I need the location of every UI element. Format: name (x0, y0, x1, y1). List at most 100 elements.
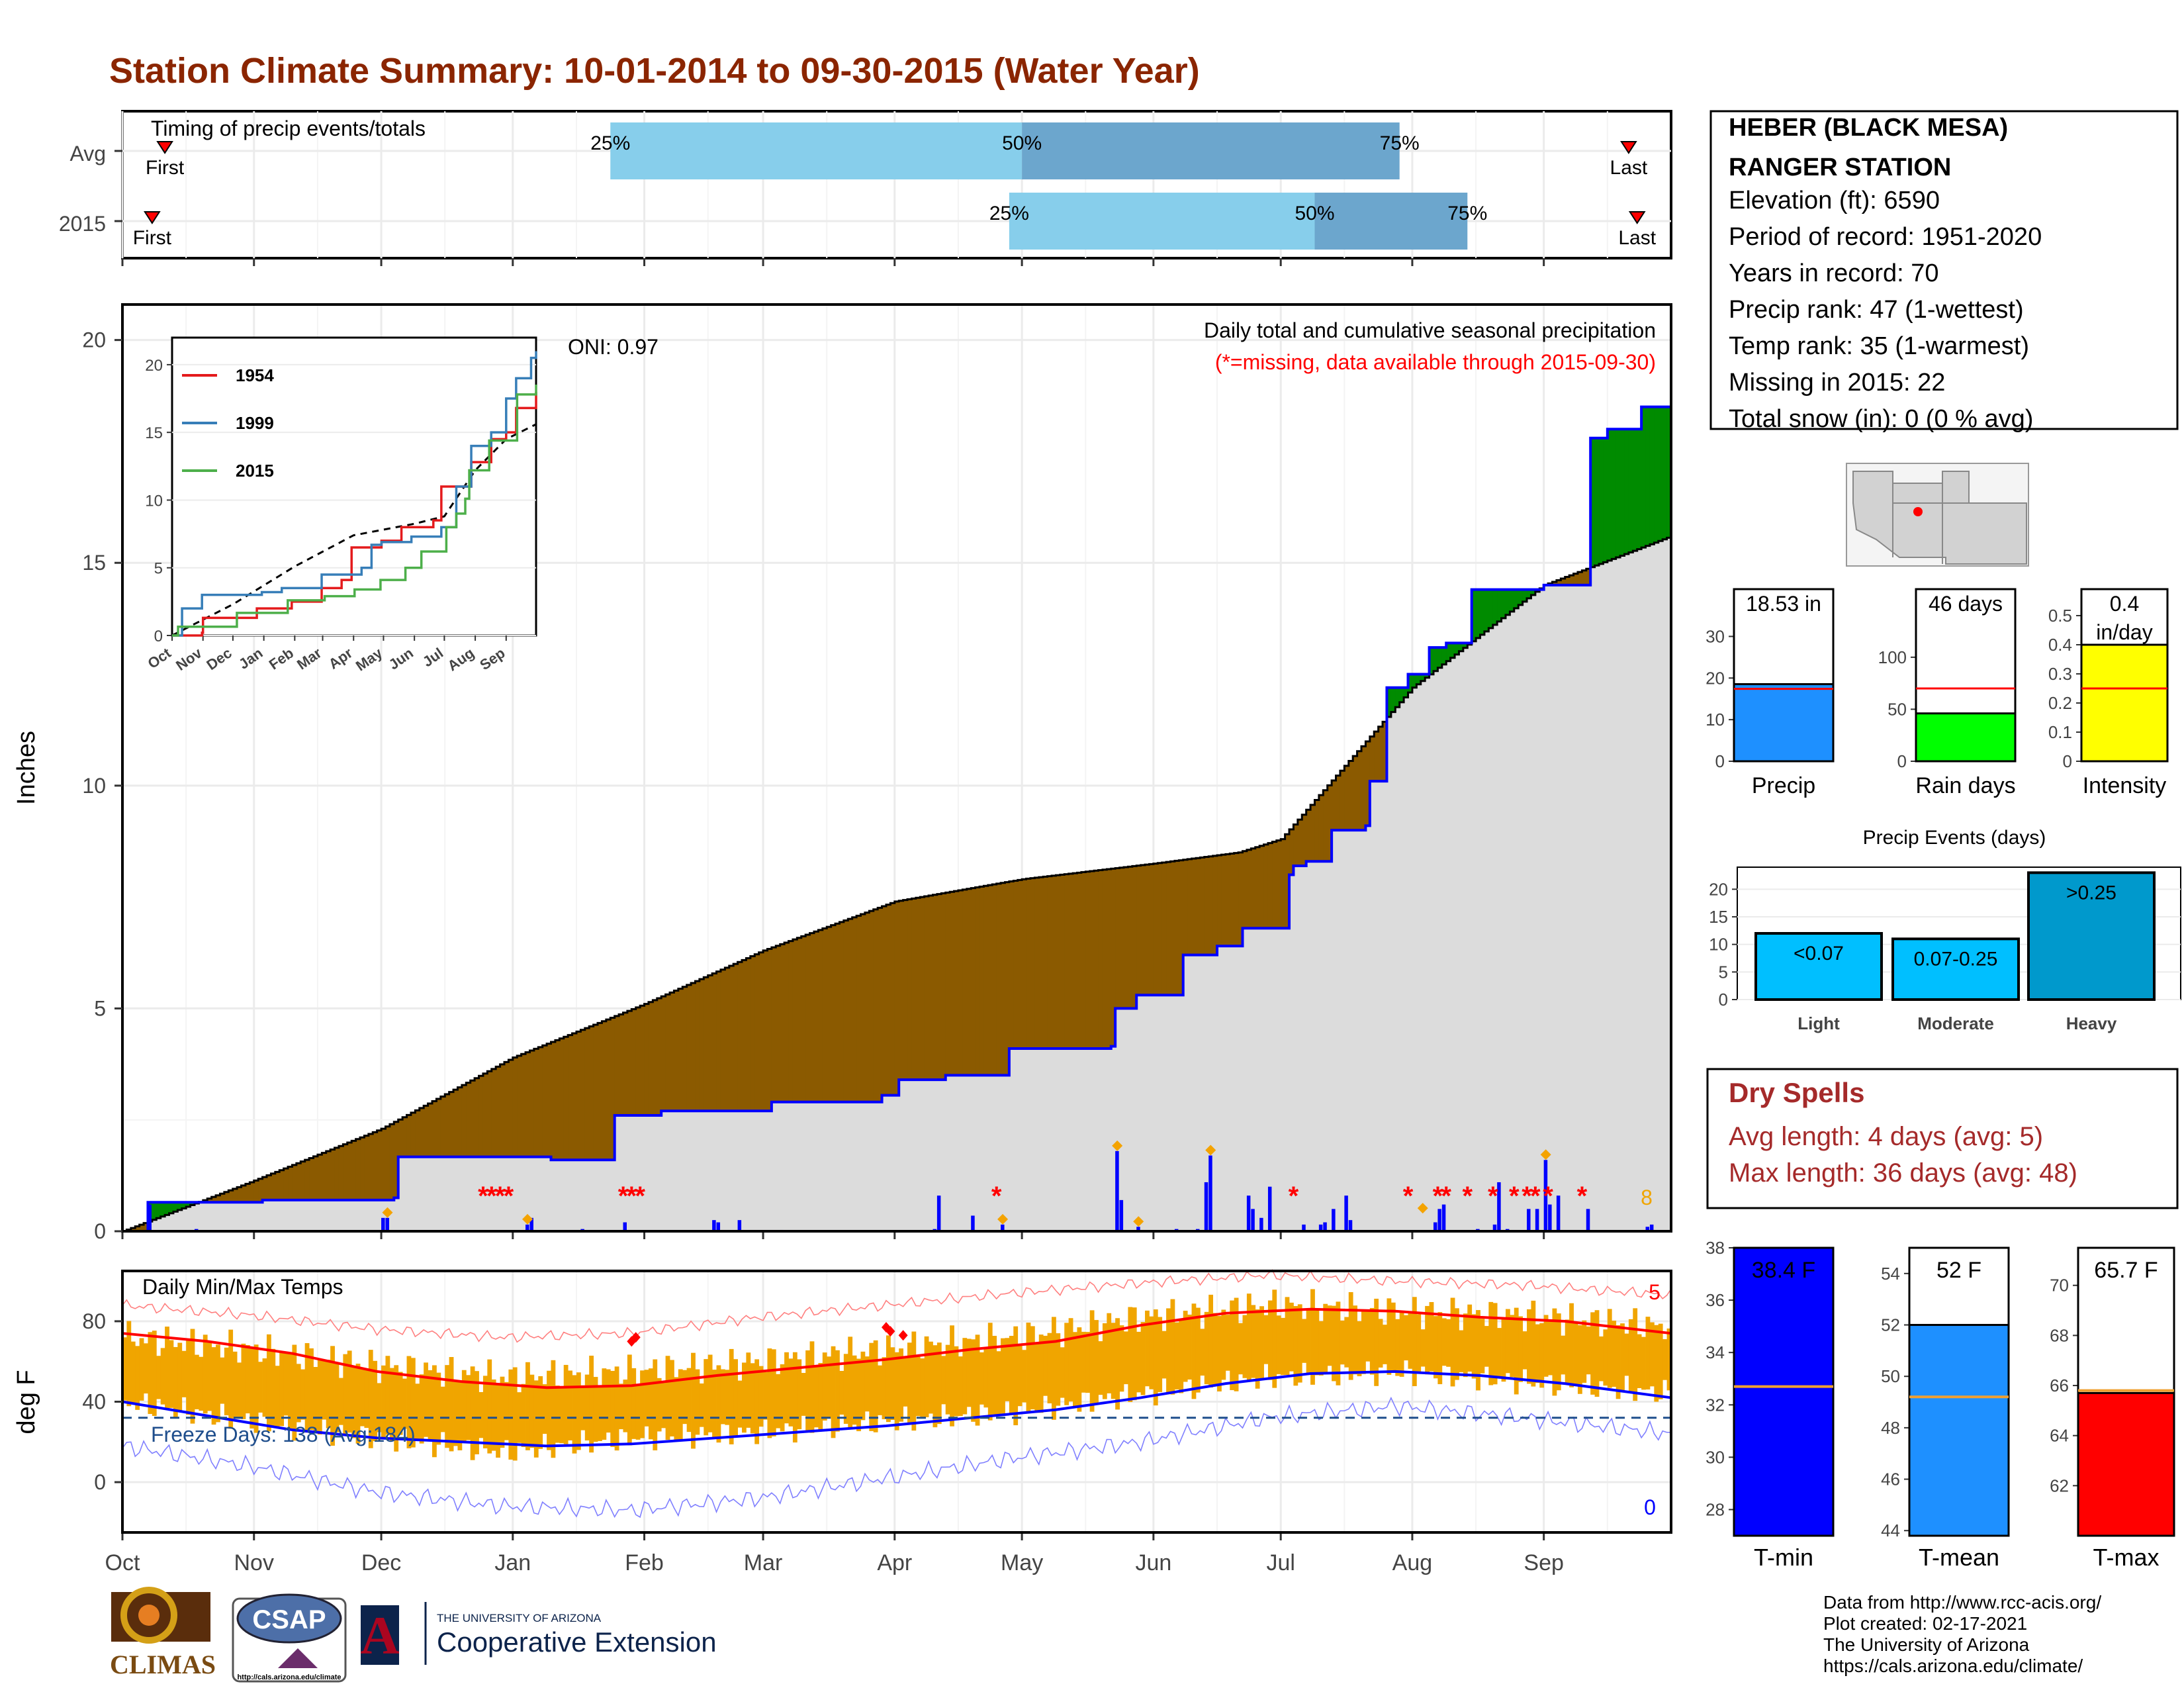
daily-temp-bar (466, 1375, 471, 1440)
missing-data-marker: * (1462, 1182, 1473, 1211)
daily-temp-bar (827, 1356, 832, 1419)
surplus-area (1527, 589, 1532, 598)
deficit-area (852, 917, 857, 1102)
daily-temp-bar (809, 1341, 815, 1433)
events-y-tick-label: 10 (1709, 935, 1728, 955)
daily-temp-bar (742, 1362, 747, 1433)
daily-temp-bar (1272, 1289, 1277, 1388)
deficit-area (962, 889, 968, 1076)
daily-temp-bar (1446, 1319, 1451, 1367)
summary-bar-value-label: 0.4 (2110, 592, 2139, 616)
surplus-area (1387, 687, 1392, 718)
deficit-area (500, 1064, 505, 1157)
station-info-frame (1709, 110, 2179, 430)
daily-temp-bar (1212, 1313, 1218, 1385)
temp-bar-value-label: 38.4 F (1752, 1258, 1815, 1283)
daily-temp-bar (725, 1370, 730, 1425)
daily-temp-bar (758, 1366, 764, 1427)
daily-temp-bar (1306, 1308, 1311, 1374)
timing-bar-second-half (1314, 193, 1468, 250)
deficit-area (1038, 877, 1044, 1049)
ua-block-a-icon (361, 1605, 399, 1665)
record-max-line (122, 1269, 1672, 1343)
deficit-area (1115, 868, 1120, 1009)
surplus-area (1463, 643, 1468, 648)
daily-temp-bar (478, 1391, 484, 1438)
surplus-area (1518, 589, 1524, 605)
deficit-area (220, 1194, 225, 1203)
daily-temp-bar (1433, 1316, 1438, 1379)
daily-precip-bar (1441, 1204, 1446, 1231)
daily-temp-bar (1017, 1345, 1023, 1407)
daily-temp-bar (1620, 1323, 1625, 1391)
daily-temp-bar (130, 1341, 136, 1403)
deficit-area (491, 1068, 496, 1157)
surplus-area (160, 1202, 165, 1217)
surplus-area (1420, 674, 1426, 681)
missing-data-marker: * (1403, 1182, 1414, 1211)
daily-temp-bar (979, 1352, 984, 1405)
average-cumulative-line (122, 536, 1672, 1233)
daily-temp-bar (1098, 1341, 1103, 1395)
y-tick-label: 0 (94, 1219, 106, 1243)
location-map (1846, 463, 2029, 567)
daily-precip-bar (1437, 1209, 1441, 1231)
daily-temp-bar (547, 1370, 551, 1450)
surplus-area (1633, 429, 1638, 551)
deficit-area (1208, 856, 1214, 955)
deficit-area (529, 1051, 535, 1157)
daily-temp-bar (631, 1368, 637, 1439)
inset-legend-label: 1999 (236, 413, 274, 433)
deficit-area (330, 1149, 336, 1200)
daily-temp-bar (1174, 1322, 1179, 1389)
deficit-area (347, 1143, 352, 1200)
daily-precip-bar (712, 1220, 716, 1231)
daily-temp-bar (1467, 1304, 1473, 1372)
missing-data-marker: * (1522, 1182, 1532, 1211)
daily-temp-bar (1001, 1338, 1005, 1414)
daily-temp-bar (322, 1360, 327, 1420)
deficit-area (326, 1151, 331, 1200)
station-snow: Total snow (in): 0 (0 % avg) (1729, 405, 2033, 433)
daily-temp-bar (1052, 1317, 1056, 1420)
daily-temp-bar (729, 1348, 734, 1444)
deficit-area (1238, 852, 1244, 947)
daily-precip-bar (1001, 1224, 1005, 1231)
deficit-area (410, 1112, 416, 1157)
deficit-area (317, 1154, 322, 1200)
csap-logo: CSAP http://cals.arizona.edu/climate (232, 1593, 347, 1683)
daily-temp-bar (1497, 1328, 1502, 1378)
daily-temp-bar (148, 1332, 153, 1415)
daily-temp-bar (598, 1387, 602, 1441)
deficit-area (742, 960, 747, 1111)
deficit-area (584, 1028, 590, 1160)
daily-temp-bar (882, 1357, 887, 1419)
surplus-area (1450, 643, 1455, 658)
daily-temp-bar (627, 1354, 632, 1446)
daily-temp-bar (818, 1363, 823, 1431)
deficit-area (869, 911, 874, 1102)
missing-data-marker: * (991, 1182, 1002, 1211)
x-tick-label: Jul (1266, 1550, 1295, 1575)
deficit-area (614, 1015, 619, 1115)
inset-y-tick-label: 5 (154, 560, 163, 578)
daily-temp-bar (1463, 1313, 1468, 1378)
surplus-area (1662, 406, 1668, 539)
daily-temp-bar (1153, 1309, 1158, 1406)
deficit-area (894, 901, 899, 1096)
temp-bar-y-tick-label: 52 (1881, 1315, 1900, 1335)
deficit-area (572, 1033, 577, 1160)
last-event-marker (1628, 211, 1646, 224)
deficit-area (1005, 882, 1010, 1076)
daily-temp-bar (1607, 1309, 1612, 1388)
surplus-area (1441, 647, 1447, 665)
deficit-area (996, 883, 1001, 1076)
daily-temp-bar (805, 1350, 810, 1430)
daily-precip-bar (1344, 1196, 1348, 1231)
temp-bar-y-tick-label: 62 (2050, 1476, 2069, 1495)
timing-bar-first-half (610, 122, 1023, 179)
timing-row-2015-label: 2015 (59, 212, 106, 236)
daily-temp-bar (1577, 1325, 1582, 1394)
daily-temp-bar (1357, 1321, 1362, 1377)
daily-precip-bar (1348, 1220, 1353, 1231)
